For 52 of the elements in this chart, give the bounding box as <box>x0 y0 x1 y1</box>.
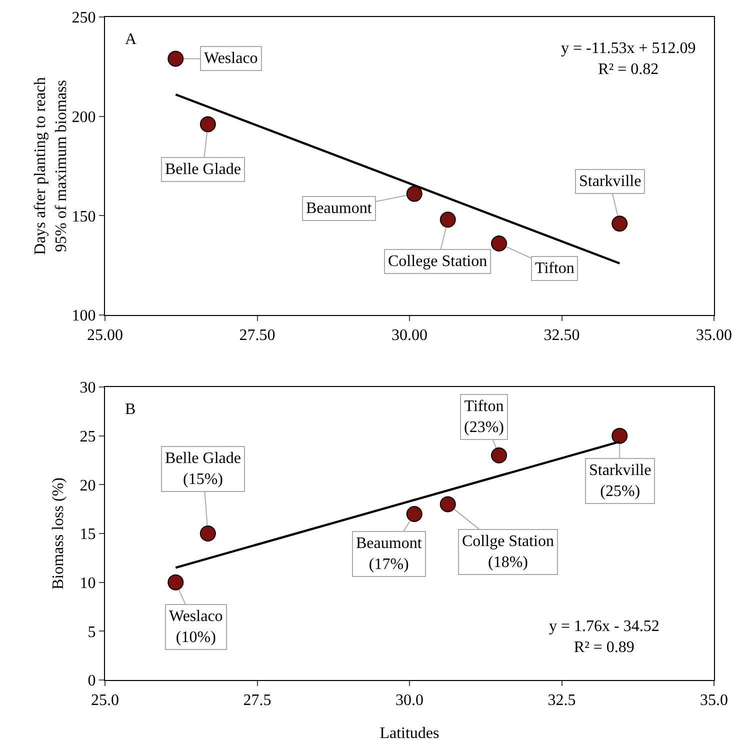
point <box>491 235 508 252</box>
x-tick-label: 30.0 <box>396 692 424 710</box>
y-tick-label: 0 <box>88 672 96 690</box>
y-axis-title: Days after planting to reach 95% of maximum biomass <box>32 77 70 255</box>
point <box>168 574 184 590</box>
x-tick-label: 32.50 <box>544 327 580 344</box>
annotation: Belle Glade (15%) <box>165 450 241 488</box>
y-tick-label: 250 <box>72 10 96 27</box>
annotation: B <box>125 401 136 418</box>
annotation: Starkville <box>579 173 642 190</box>
point <box>168 50 184 67</box>
annotation: Belle Glade <box>165 161 241 178</box>
y-tick-label: 30 <box>80 380 96 397</box>
annotation: Weslaco <box>204 50 258 67</box>
point <box>200 526 216 542</box>
y-tick-label: 5 <box>88 624 96 641</box>
annotation: Tifton <box>535 260 574 277</box>
point <box>406 186 422 202</box>
point <box>612 428 628 444</box>
annotation: Collge Station (18%) <box>462 533 554 571</box>
x-tick-label: 27.5 <box>243 692 272 710</box>
annotation: A <box>125 31 137 48</box>
point <box>406 506 422 522</box>
annotation: Tifton (23%) <box>464 398 504 436</box>
annotation: College Station <box>388 253 488 270</box>
y-tick-label: 25 <box>80 428 96 446</box>
annotation: Beaumont (17%) <box>356 535 422 573</box>
y-axis-title: Biomass loss (%) <box>50 478 67 590</box>
annotation: Starkville (25%) <box>589 462 652 500</box>
annotation: y = -11.53x + 512.09 R² = 0.82 <box>561 40 696 78</box>
x-tick-label: 35.0 <box>700 692 728 710</box>
y-tick-label: 10 <box>80 574 96 592</box>
x-tick-label: 35.00 <box>696 327 732 344</box>
x-tick-label: 32.5 <box>548 692 576 710</box>
x-tick-label: 25.00 <box>87 327 123 344</box>
point <box>440 496 456 512</box>
point <box>491 447 508 464</box>
point <box>612 216 628 232</box>
annotation: y = 1.76x - 34.52 R² = 0.89 <box>549 618 660 656</box>
y-tick-label: 15 <box>80 526 96 544</box>
annotation: Beaumont <box>306 200 372 217</box>
x-tick-label: 27.50 <box>239 327 276 344</box>
x-tick-label: 25.0 <box>91 692 119 710</box>
x-tick-label: 30.00 <box>392 327 428 344</box>
point <box>200 116 216 132</box>
y-tick-label: 20 <box>80 477 96 494</box>
annotation: Weslaco (10%) <box>169 608 223 646</box>
point <box>440 212 456 228</box>
x-axis-title: Latitudes <box>380 725 440 742</box>
y-tick-label: 100 <box>72 308 96 325</box>
y-tick-label: 200 <box>72 108 96 126</box>
y-tick-label: 150 <box>72 208 96 226</box>
